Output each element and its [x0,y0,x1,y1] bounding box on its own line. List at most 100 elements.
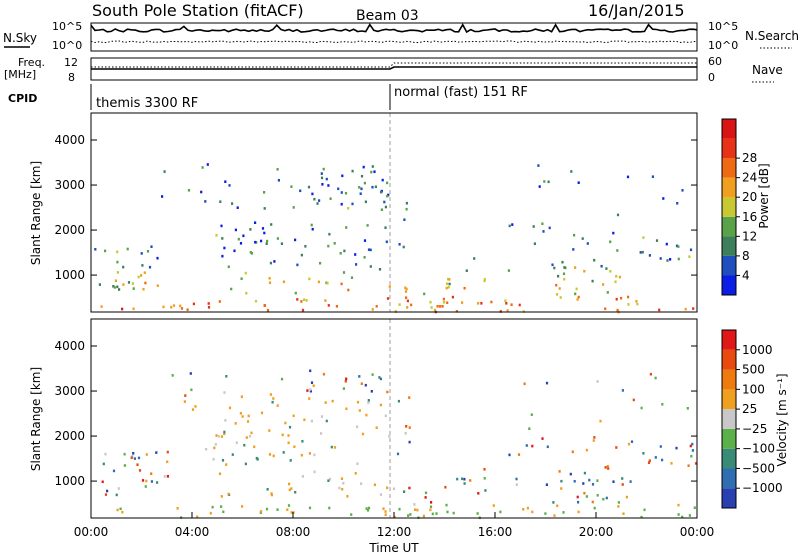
scatter-cell [220,495,223,498]
scatter-cell [327,244,330,248]
scatter-cell [616,308,619,312]
scatter-cell [649,372,652,376]
power-cells [94,163,695,314]
scatter-cell [604,466,607,469]
scatter-cell [693,506,696,509]
scatter-cell [288,482,291,486]
scatter-cell [369,248,372,252]
x-tick-label: 04:00 [175,525,210,539]
scatter-cell [639,251,642,254]
scatter-cell [325,177,328,181]
scatter-cell [309,389,312,393]
freq-panel: Freq. [MHz] 12 8 60 0 Nave [4,55,783,84]
scatter-cell [591,500,594,504]
colorbar-tick-label: 24 [742,171,757,185]
scatter-cell [123,464,126,467]
scatter-cell [234,228,237,232]
scatter-cell [240,395,243,398]
scatter-cell [593,436,596,439]
scatter-cell [404,286,407,290]
scatter-cell [272,397,275,400]
scatter-cell [266,239,269,243]
scatter-cell [248,434,252,438]
scatter-cell [577,181,580,184]
scatter-cell [585,495,588,498]
scatter-cell [288,425,292,429]
noise-tick-top-left: 10^5 [52,20,82,33]
scatter-cell [217,435,220,438]
scatter-cell [553,514,556,517]
colorbar-swatch [722,389,736,410]
scatter-cell [320,432,323,435]
colorbar-swatch [722,330,736,350]
scatter-cell [358,186,361,189]
scatter-cell [599,419,602,423]
scatter-cell [562,511,565,514]
scatter-cell [327,479,330,482]
scatter-cell [405,287,408,291]
power-y-label: Slant Range [km] [29,161,43,265]
scatter-cell [211,505,214,509]
scatter-cell [322,372,325,376]
scatter-cell [276,404,279,407]
colorbar-tick-label: −500 [742,461,775,475]
scatter-cell [577,295,580,299]
scatter-cell [309,369,312,373]
scatter-cell [166,460,169,464]
scatter-cell [308,397,311,400]
scatter-cell [326,281,329,285]
y-tick-label: 1000 [54,268,85,282]
scatter-cell [220,435,223,438]
scatter-cell [268,277,271,280]
scatter-cell [551,263,554,267]
colorbar-tick-label: 12 [742,229,757,243]
scatter-cell [340,477,344,480]
scatter-cell [553,266,556,270]
scatter-cell [114,279,117,282]
scatter-cell [560,479,563,483]
scatter-cell [305,299,308,302]
scatter-cell [642,236,645,239]
scatter-cell [303,298,306,301]
scatter-cell [393,515,396,519]
scatter-cell [150,245,153,248]
scatter-cell [654,456,657,459]
y-tick-label: 3000 [54,384,85,398]
x-tick-label: 20:00 [579,525,614,539]
scatter-cell [365,413,368,417]
scatter-cell [242,234,245,238]
scatter-cell [648,254,651,257]
scatter-cell [582,482,585,485]
scatter-cell [659,445,662,448]
colorbar-swatch [722,488,736,508]
scatter-cell [227,492,230,496]
scatter-cell [616,213,620,217]
scatter-cell [235,441,238,444]
x-tick-label: 12:00 [377,525,412,539]
scatter-cell [250,431,253,435]
scatter-cell [526,506,529,510]
scatter-cell [469,479,472,482]
scatter-cell [313,197,316,201]
scatter-cell [260,411,264,415]
colorbar-swatch [722,197,736,217]
scatter-cell [233,249,236,253]
scatter-cell [483,477,486,480]
scatter-cell [180,307,184,310]
colorbar-tick-label: 500 [742,363,765,377]
scatter-cell [416,508,419,512]
scatter-cell [385,240,388,244]
scatter-cell [281,433,284,437]
scatter-cell [150,480,153,483]
scatter-cell [132,307,135,311]
scatter-cell [618,275,621,279]
scatter-cell [506,309,509,312]
scatter-cell [156,256,159,260]
x-axis-label: Time UT [368,541,419,554]
scatter-cell [319,261,322,265]
scatter-cell [366,509,370,512]
colorbar-swatch [722,177,736,198]
freq-tick-top: 12 [64,56,78,69]
colorbar-swatch [722,158,736,178]
